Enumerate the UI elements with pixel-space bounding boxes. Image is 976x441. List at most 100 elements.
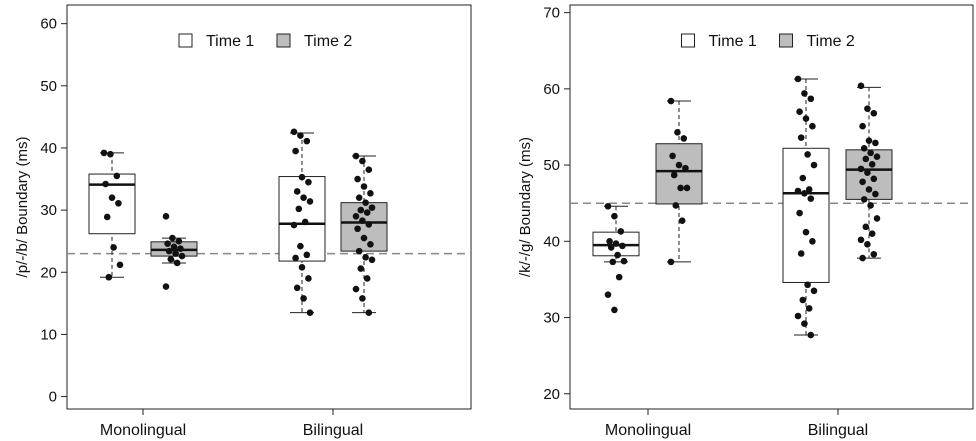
data-point <box>357 265 365 272</box>
data-point <box>113 172 121 180</box>
data-point <box>606 238 613 245</box>
data-point <box>810 161 818 169</box>
legend-swatch <box>779 33 793 48</box>
box-time-2-bilingual <box>340 152 388 316</box>
data-point <box>675 161 683 169</box>
data-point <box>669 152 676 160</box>
data-point <box>805 186 813 193</box>
data-point <box>167 255 175 263</box>
data-point <box>868 161 876 168</box>
data-point <box>809 122 816 130</box>
panel-2: 20 30 40 50 60 70/k/-/g/ Boundary (ms) Monolin… <box>517 4 974 439</box>
y-tick-label: 30 <box>40 202 57 219</box>
data-point <box>115 199 122 207</box>
data-point <box>365 166 373 174</box>
data-point <box>352 285 360 293</box>
data-point <box>175 237 183 245</box>
data-point <box>293 284 301 292</box>
x-tick-label: Bilingual <box>303 422 363 439</box>
data-point <box>359 157 366 165</box>
data-point <box>865 137 873 144</box>
data-point <box>667 97 675 105</box>
data-point <box>359 295 366 302</box>
data-point <box>612 240 620 247</box>
data-point <box>178 252 186 260</box>
data-point <box>362 254 369 261</box>
data-point <box>609 258 617 266</box>
data-point <box>359 217 366 224</box>
data-point <box>864 105 871 112</box>
data-point <box>298 263 306 271</box>
data-point <box>796 108 803 116</box>
data-point <box>682 164 689 172</box>
data-point <box>162 283 170 290</box>
data-point <box>797 134 805 141</box>
data-point <box>290 128 298 136</box>
data-point <box>300 295 307 302</box>
legend-swatch <box>276 33 291 48</box>
box <box>782 147 830 283</box>
box-time-2-monolingual <box>150 213 198 290</box>
data-point <box>672 202 680 209</box>
data-point <box>859 178 866 186</box>
data-point <box>620 257 628 265</box>
data-point <box>862 223 870 231</box>
data-point <box>807 331 815 339</box>
data-point <box>802 115 810 122</box>
data-point <box>801 90 808 97</box>
data-point <box>306 309 314 316</box>
data-point <box>801 320 808 327</box>
data-point <box>363 275 371 282</box>
box-time-1-bilingual <box>278 128 326 316</box>
legend-swatch <box>681 33 695 48</box>
data-point <box>794 187 802 195</box>
data-point <box>872 190 879 198</box>
box-time-1-monolingual <box>592 202 640 314</box>
data-point <box>300 194 307 201</box>
data-point <box>306 198 314 205</box>
data-point <box>352 152 360 160</box>
data-point <box>611 212 618 220</box>
data-point <box>677 184 684 192</box>
data-point <box>678 217 686 225</box>
data-point <box>810 287 818 295</box>
data-point <box>100 149 108 157</box>
data-point <box>794 75 802 83</box>
data-point <box>619 242 626 250</box>
data-point <box>352 213 360 220</box>
data-point <box>614 251 621 259</box>
data-point <box>297 242 304 250</box>
y-tick-label: 30 <box>543 310 560 327</box>
data-point <box>674 128 681 136</box>
data-point <box>367 190 374 197</box>
legend: Time 1 Time 2 <box>178 33 352 50</box>
data-point <box>802 228 810 236</box>
data-point <box>305 178 312 186</box>
data-point <box>796 209 803 217</box>
box-time-1-bilingual <box>782 75 830 339</box>
x-tick-label: Monolingual <box>100 422 186 439</box>
data-point <box>873 215 881 222</box>
legend-label: Time 2 <box>304 33 352 50</box>
data-point <box>362 199 369 206</box>
data-point <box>355 247 363 255</box>
data-point <box>365 221 373 228</box>
data-point <box>292 147 299 155</box>
data-point <box>295 205 303 213</box>
data-point <box>604 202 612 210</box>
data-point <box>116 261 124 269</box>
data-point <box>108 194 116 201</box>
data-point <box>363 209 371 216</box>
data-point <box>868 230 876 237</box>
data-point <box>173 259 181 267</box>
data-point <box>804 281 811 289</box>
data-point <box>165 247 173 255</box>
data-point <box>805 305 813 312</box>
data-point <box>367 240 374 248</box>
data-point <box>172 250 179 257</box>
data-point <box>357 206 365 214</box>
legend-label: Time 1 <box>709 33 757 50</box>
data-point <box>615 273 623 281</box>
data-point <box>164 240 171 247</box>
